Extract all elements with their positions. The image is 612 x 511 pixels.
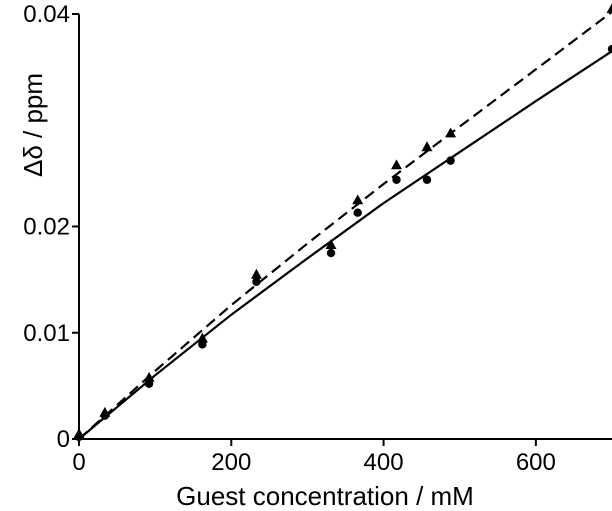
triangle-point (352, 194, 364, 205)
triangle-point (143, 371, 155, 382)
circle-point (198, 340, 207, 349)
fit-line-dashed (78, 11, 612, 440)
plot-area (73, 3, 612, 442)
triangle-point (606, 3, 612, 14)
triangle-point (445, 127, 457, 138)
circle-point (353, 208, 362, 217)
circle-point (392, 175, 401, 184)
x-tick-label: 400 (364, 449, 404, 476)
circle-point (100, 411, 110, 420)
x-tick-label: 600 (516, 449, 556, 476)
y-tick-label: 0 (57, 426, 70, 453)
triangle-point (391, 159, 402, 170)
circle-point (144, 379, 154, 388)
x-tick-label: 200 (211, 449, 251, 476)
circle-point (422, 175, 432, 184)
triangle-point (325, 239, 337, 249)
triangle-point (196, 332, 208, 343)
circle-point (607, 44, 612, 54)
x-axis-label: Guest concentration / mM (176, 481, 474, 511)
y-axis-label: Δδ / ppm (18, 73, 48, 177)
triangle-point (421, 141, 433, 152)
fit-line-solid (78, 50, 612, 440)
circle-point (252, 277, 261, 286)
y-tick-label: 0.02 (23, 214, 70, 241)
y-tick-label: 0.04 (23, 1, 70, 28)
y-tick-label: 0.01 (23, 320, 70, 347)
triangle-point (250, 268, 262, 279)
axes: 0 200 400 600 0 0.01 0.02 0.04 (23, 1, 612, 476)
circle-point (446, 156, 455, 165)
x-tick-label: 0 (72, 449, 85, 476)
circle-point (326, 248, 336, 258)
